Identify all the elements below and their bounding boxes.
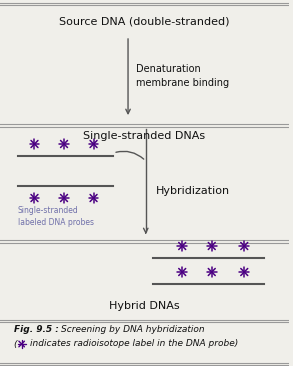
Text: Denaturation
membrane binding: Denaturation membrane binding (136, 64, 229, 88)
Text: Single-stranded DNAs: Single-stranded DNAs (83, 131, 205, 141)
Text: Fig. 9.5 :: Fig. 9.5 : (14, 325, 59, 333)
Text: Screening by DNA hybridization: Screening by DNA hybridization (61, 325, 205, 333)
Text: Single-stranded
labeled DNA probes: Single-stranded labeled DNA probes (18, 206, 94, 227)
Text: indicates radioisotope label in the DNA probe): indicates radioisotope label in the DNA … (30, 340, 238, 348)
FancyArrowPatch shape (116, 151, 144, 159)
Text: Source DNA (double-stranded): Source DNA (double-stranded) (59, 16, 229, 26)
Text: (: ( (14, 340, 17, 348)
Text: Hybridization: Hybridization (156, 186, 230, 196)
Text: Hybrid DNAs: Hybrid DNAs (109, 301, 180, 311)
